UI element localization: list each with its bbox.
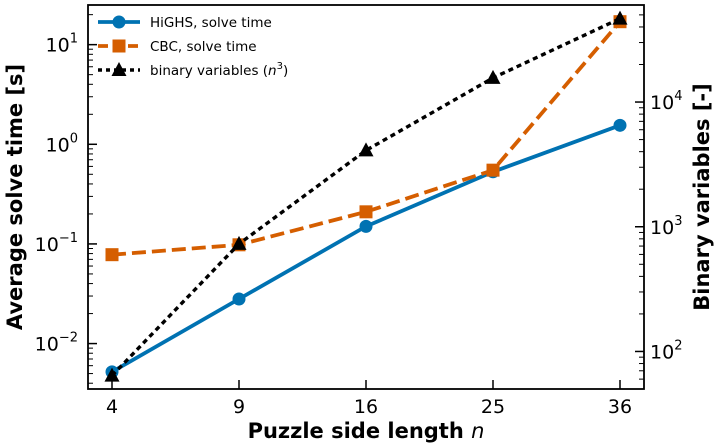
data-point (359, 219, 373, 233)
legend-item: CBC, solve time (98, 39, 257, 55)
legend-label: CBC, solve time (150, 39, 257, 55)
x-tick-label: 9 (233, 396, 245, 418)
series-line (111, 20, 622, 257)
series-line (110, 17, 621, 377)
legend: HiGHS, solve time CBC, solve time binary v… (98, 15, 288, 79)
legend-label: binary variables (n3) (150, 61, 288, 79)
data-point (231, 235, 247, 250)
y-left-tick-label: 100 (46, 131, 78, 156)
y-right-tick-label: 104 (650, 89, 682, 114)
x-tick-label: 25 (481, 396, 505, 418)
chart-axes: 4 9 16 25 36 10−2 10−1 100 101 102 103 104 (35, 4, 682, 418)
data-point (112, 15, 126, 29)
data-point (359, 205, 373, 219)
x-tick-label: 16 (354, 396, 378, 418)
y-axis-left-label: Average solve time [s] (3, 64, 27, 330)
y-right-tick-label: 102 (650, 338, 682, 363)
data-point (486, 163, 500, 177)
y-axis-right-label: Binary variables [-] (690, 83, 714, 310)
data-point (232, 292, 246, 306)
y-left-tick-label: 101 (46, 32, 78, 57)
y-left-tick-label: 10−2 (35, 331, 78, 356)
series-line (111, 123, 621, 374)
y-right-tick-label: 103 (650, 214, 682, 239)
x-tick-label: 36 (608, 396, 632, 418)
x-axis-label: Puzzle side length n (248, 419, 485, 443)
legend-item: binary variables (n3) (98, 61, 288, 79)
y-left-tick-label: 10−1 (35, 231, 78, 256)
chart-marks (104, 10, 628, 382)
data-point (104, 367, 120, 382)
legend-item: HiGHS, solve time (98, 15, 272, 31)
series (104, 10, 628, 382)
data-point (612, 10, 628, 25)
data-point (111, 62, 127, 76)
data-point (613, 118, 627, 132)
data-point (358, 142, 374, 157)
data-point (485, 69, 501, 84)
data-point (112, 39, 126, 53)
legend-label: HiGHS, solve time (150, 15, 272, 31)
data-point (105, 248, 119, 262)
x-tick-label: 4 (106, 396, 118, 418)
